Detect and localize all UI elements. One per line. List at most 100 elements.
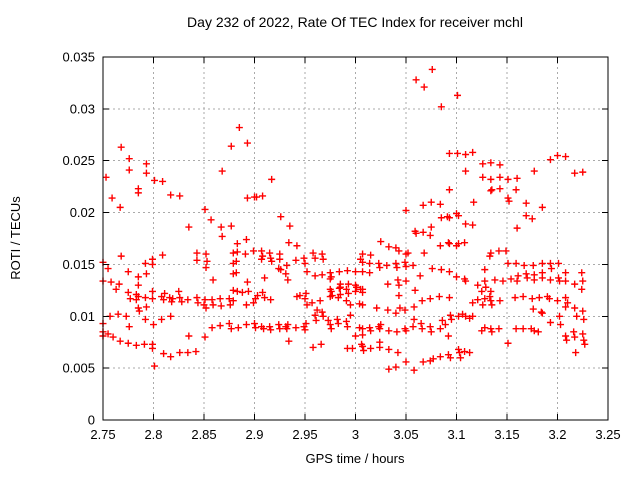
data-point-marker <box>441 321 449 329</box>
data-point-marker <box>513 174 521 182</box>
data-point-marker <box>318 308 326 316</box>
data-point-marker <box>481 266 489 274</box>
data-point-marker <box>392 363 400 371</box>
data-point-marker <box>546 259 554 267</box>
data-point-marker <box>447 315 455 323</box>
data-point-marker <box>367 251 375 259</box>
data-point-marker <box>419 201 427 209</box>
y-tick-label: 0.01 <box>70 309 95 324</box>
data-point-marker <box>578 269 586 277</box>
data-point-marker <box>259 252 267 260</box>
x-axis-label: GPS time / hours <box>306 451 405 466</box>
data-point-marker <box>342 285 350 293</box>
data-point-marker <box>410 366 418 374</box>
data-point-marker <box>418 297 426 305</box>
data-point-marker <box>301 326 309 334</box>
data-points <box>99 65 589 374</box>
data-point-marker <box>481 277 489 285</box>
data-point-marker <box>562 153 570 161</box>
data-point-marker <box>233 240 241 248</box>
data-point-marker <box>284 321 292 329</box>
data-point-marker <box>469 148 477 156</box>
data-point-marker <box>522 199 530 207</box>
data-point-marker <box>142 169 150 177</box>
data-point-marker <box>419 358 427 366</box>
data-point-marker <box>488 186 496 194</box>
data-point-marker <box>395 247 403 255</box>
x-tick-label: 3.2 <box>548 427 566 442</box>
data-point-marker <box>352 332 359 340</box>
data-point-marker <box>115 280 123 288</box>
data-point-marker <box>469 221 477 229</box>
data-point-marker <box>385 243 393 251</box>
data-point-marker <box>538 274 546 282</box>
data-point-marker <box>547 265 555 273</box>
data-point-marker <box>491 276 499 284</box>
data-point-marker <box>455 312 463 320</box>
data-point-marker <box>384 306 392 314</box>
data-point-marker <box>462 150 470 158</box>
data-point-marker <box>412 76 420 84</box>
data-point-marker <box>317 340 325 348</box>
data-point-marker <box>579 307 587 315</box>
data-point-marker <box>522 212 530 220</box>
x-tick-label: 2.9 <box>245 427 263 442</box>
data-point-marker <box>140 340 148 348</box>
y-tick-label: 0.035 <box>62 50 95 65</box>
data-point-marker <box>496 161 504 169</box>
data-point-marker <box>479 173 487 181</box>
data-point-marker <box>148 260 156 268</box>
data-point-marker <box>125 166 133 174</box>
data-point-marker <box>253 193 261 201</box>
data-point-marker <box>235 124 243 132</box>
data-point-marker <box>555 274 563 282</box>
data-point-marker <box>462 312 470 320</box>
data-point-marker <box>318 250 326 258</box>
data-point-marker <box>293 293 301 301</box>
data-point-marker <box>318 271 326 279</box>
data-point-marker <box>176 294 184 302</box>
data-point-marker <box>505 197 513 205</box>
data-point-marker <box>142 303 150 311</box>
data-point-marker <box>267 254 275 262</box>
data-point-marker <box>411 286 419 294</box>
data-point-marker <box>482 283 490 291</box>
data-point-marker <box>445 268 453 276</box>
data-point-marker <box>348 344 356 352</box>
data-point-marker <box>243 278 251 286</box>
data-point-marker <box>342 297 350 305</box>
data-point-marker <box>359 342 367 350</box>
data-point-marker <box>496 185 504 193</box>
data-point-marker <box>445 149 453 157</box>
data-point-marker <box>469 312 477 320</box>
data-point-marker <box>160 350 168 358</box>
data-point-marker <box>444 332 452 340</box>
data-point-marker <box>313 306 321 314</box>
data-point-marker <box>366 324 374 332</box>
data-point-marker <box>383 261 391 269</box>
data-point-marker <box>135 307 143 315</box>
data-point-marker <box>277 213 285 221</box>
data-point-marker <box>303 301 311 309</box>
data-point-marker <box>134 293 142 301</box>
data-point-marker <box>454 149 462 157</box>
data-point-marker <box>124 268 132 276</box>
data-point-marker <box>496 173 504 181</box>
data-point-marker <box>402 358 410 366</box>
data-point-marker <box>202 250 210 258</box>
data-point-marker <box>466 349 474 357</box>
data-point-marker <box>217 223 225 231</box>
data-point-marker <box>376 343 384 351</box>
data-point-marker <box>126 295 134 303</box>
data-point-marker <box>470 198 478 206</box>
data-point-marker <box>193 256 201 264</box>
data-point-marker <box>426 231 434 239</box>
data-point-marker <box>446 354 454 362</box>
data-point-marker <box>283 261 291 269</box>
data-point-marker <box>301 259 309 267</box>
data-point-marker <box>488 301 496 309</box>
data-point-marker <box>520 261 528 269</box>
data-point-marker <box>529 305 537 313</box>
data-point-marker <box>461 239 469 247</box>
